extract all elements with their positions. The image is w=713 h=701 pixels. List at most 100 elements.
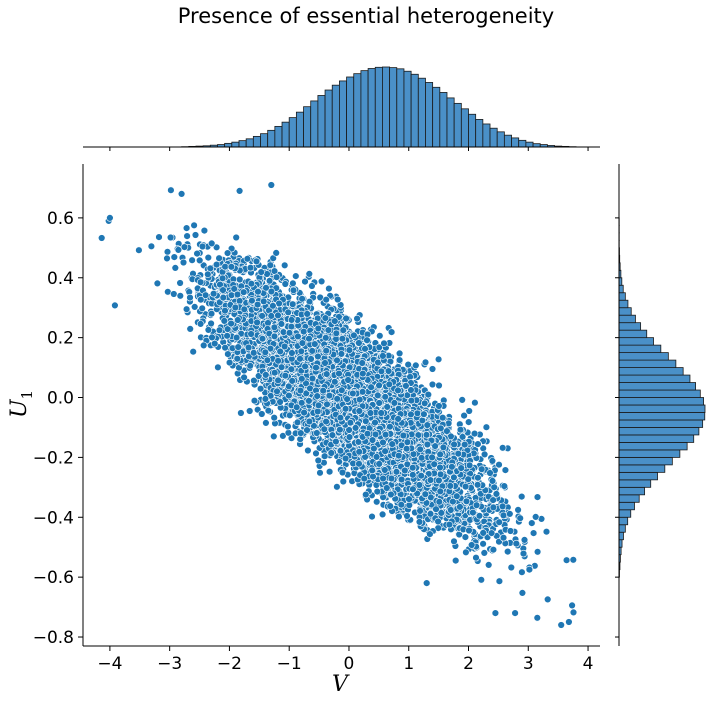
- histogram-bar: [618, 412, 706, 421]
- scatter-point: [176, 279, 184, 287]
- scatter-point: [240, 373, 248, 382]
- histogram-bar: [281, 121, 290, 148]
- histogram-bar: [618, 397, 704, 406]
- scatter-point: [533, 493, 542, 501]
- histogram-bar: [339, 80, 347, 148]
- scatter-point: [472, 553, 480, 562]
- histogram-bar: [618, 442, 688, 451]
- histogram-bar: [403, 70, 412, 148]
- histogram-bar: [618, 419, 704, 428]
- histogram-bar: [503, 134, 512, 148]
- histogram-bar: [618, 449, 681, 458]
- scatter-point: [155, 233, 163, 241]
- histogram-bar: [432, 86, 441, 148]
- scatter-point: [246, 407, 254, 415]
- histogram-bar: [618, 464, 666, 473]
- histogram-bar: [618, 516, 629, 526]
- scatter-point: [528, 519, 536, 527]
- histogram-bar: [618, 367, 684, 376]
- histogram-bar: [274, 125, 283, 148]
- histogram-bar: [439, 92, 448, 148]
- histogram-bar: [231, 141, 240, 148]
- histogram-bar: [446, 97, 455, 148]
- scatter-point: [182, 224, 191, 232]
- scatter-point: [232, 233, 240, 242]
- histogram-bar: [367, 68, 376, 148]
- histogram-bar: [618, 509, 632, 518]
- histogram-bar: [245, 138, 254, 148]
- scatter-point: [305, 270, 313, 278]
- scatter-points: [97, 181, 578, 629]
- scatter-point: [376, 332, 384, 340]
- histogram-bar: [618, 434, 695, 443]
- histogram-bar: [618, 299, 629, 309]
- histogram-bar: [618, 389, 701, 398]
- scatter-point: [339, 477, 347, 486]
- histogram-bar: [618, 531, 624, 541]
- histogram-bar: [295, 111, 304, 148]
- scatter-point: [214, 363, 222, 371]
- scatter-point: [224, 350, 232, 358]
- scatter-point: [189, 348, 197, 356]
- histogram-bar: [618, 404, 706, 413]
- histogram-bar: [618, 501, 635, 511]
- histogram-bar: [425, 82, 434, 148]
- histogram-bar: [267, 129, 276, 148]
- scatter-point: [266, 261, 274, 269]
- scatter-point: [316, 469, 324, 477]
- histogram-bar: [618, 427, 700, 436]
- chart-title: Presence of essential heterogeneity: [178, 4, 554, 28]
- histogram-bar: [374, 66, 383, 148]
- histogram-bar: [496, 131, 505, 148]
- scatter-point: [220, 317, 229, 325]
- scatter-point: [250, 397, 259, 405]
- histogram-bar: [475, 119, 484, 148]
- scatter-point: [333, 483, 341, 491]
- scatter-point: [191, 231, 200, 239]
- marginal-y-histogram: [615, 164, 706, 646]
- histogram-bar: [453, 102, 462, 148]
- scatter-point: [207, 310, 216, 318]
- histogram-bar: [331, 84, 340, 148]
- scatter-point: [404, 360, 412, 369]
- histogram-bar: [417, 77, 426, 148]
- scatter-point: [250, 376, 258, 385]
- histogram-bar: [618, 486, 646, 496]
- scatter-point: [435, 381, 443, 390]
- scatter-point: [188, 256, 196, 264]
- histogram-bar: [317, 95, 326, 148]
- histogram-bar: [618, 314, 636, 324]
- scatter-point: [504, 547, 512, 556]
- histogram-bar: [224, 142, 233, 148]
- scatter-point: [171, 264, 180, 272]
- histogram-bar: [618, 479, 652, 488]
- scatter-point: [368, 512, 376, 521]
- histogram-bar: [511, 137, 520, 148]
- histogram-bar: [396, 68, 405, 148]
- scatter-point: [325, 284, 333, 293]
- histogram-bar: [360, 70, 369, 148]
- histogram-bar: [618, 374, 691, 383]
- scatter-point: [179, 258, 188, 267]
- scatter-point: [485, 561, 493, 569]
- scatter-point: [97, 234, 106, 242]
- histogram-bar: [618, 337, 654, 346]
- histogram-bar: [460, 108, 469, 148]
- histogram-bar: [382, 66, 391, 148]
- scatter-point: [568, 601, 576, 610]
- scatter-point: [196, 256, 204, 265]
- histogram-bar: [618, 471, 658, 481]
- scatter-point: [458, 396, 466, 404]
- histogram-bar: [618, 307, 632, 316]
- histogram-bar: [618, 292, 626, 301]
- histogram-bar: [618, 284, 624, 294]
- histogram-bar: [518, 139, 527, 148]
- histogram-bar: [410, 73, 419, 148]
- histogram-bar: [238, 140, 247, 148]
- scatter-point: [111, 301, 119, 310]
- scatter-point: [176, 292, 185, 300]
- histogram-bar: [618, 382, 696, 391]
- histogram-bar: [618, 494, 640, 503]
- scatter-point: [378, 510, 387, 519]
